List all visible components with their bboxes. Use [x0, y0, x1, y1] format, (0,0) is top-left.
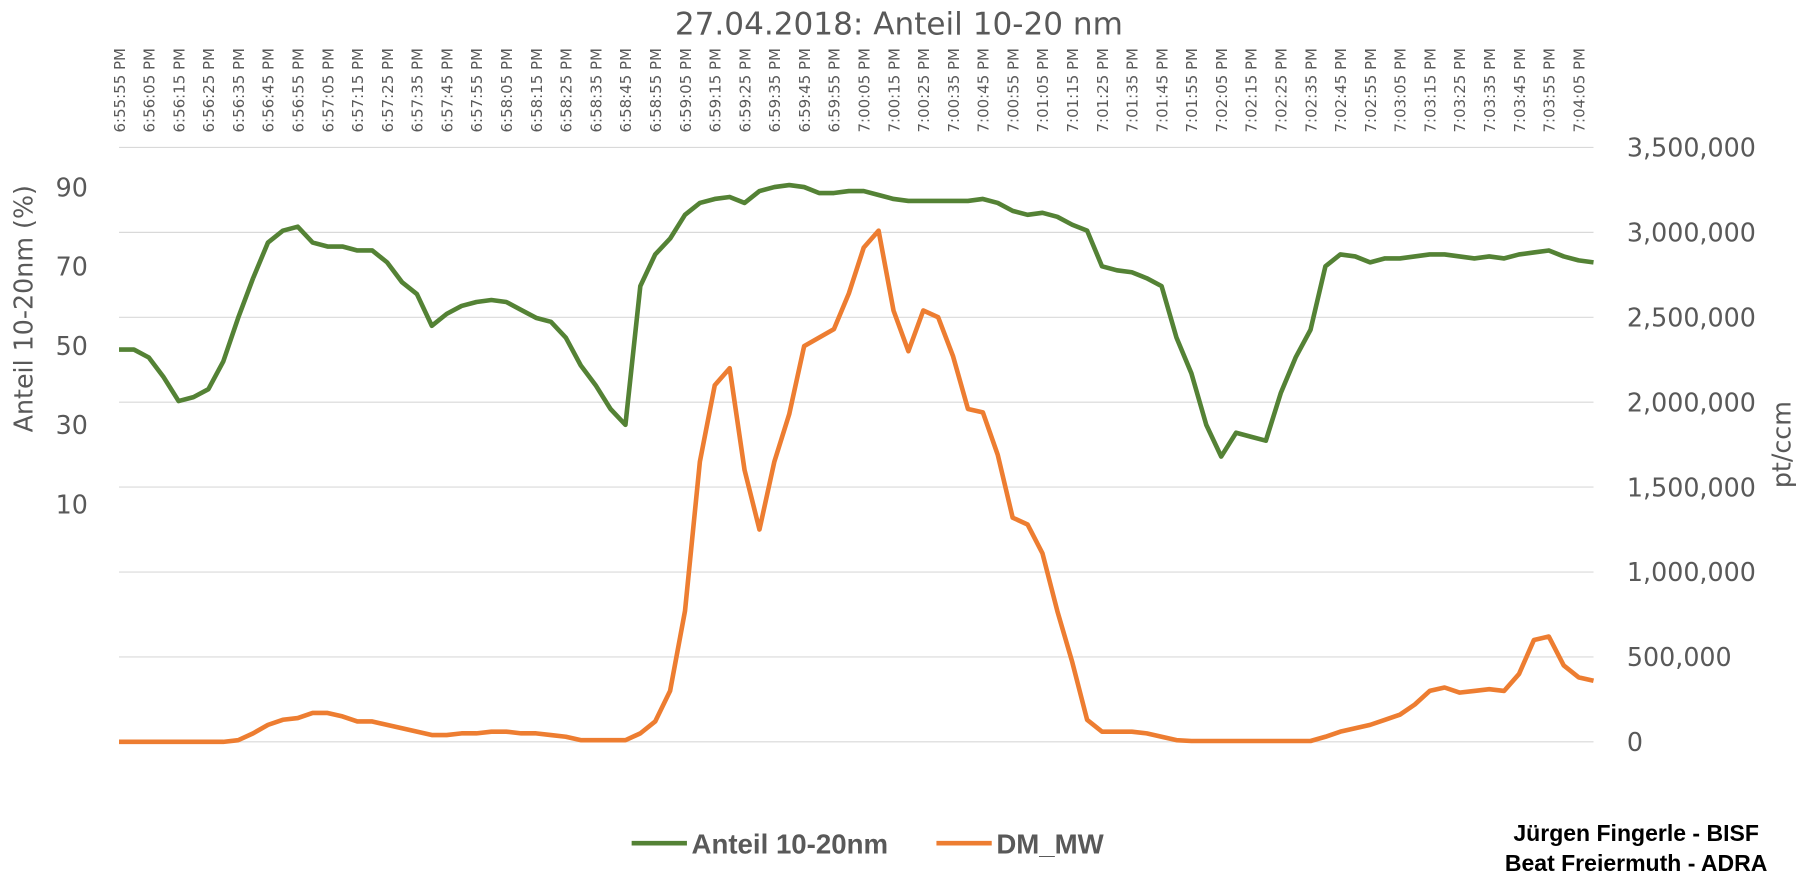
x-tick-label: 7:00:35 PM	[945, 48, 963, 132]
x-tick-label: 6:58:55 PM	[647, 48, 665, 132]
x-tick-label: 7:01:05 PM	[1034, 48, 1052, 132]
y-axis-label: Anteil 10-20nm (%)	[9, 185, 39, 432]
chart-title: 27.04.2018: Anteil 10-20 nm	[675, 7, 1123, 43]
x-tick-label: 7:00:25 PM	[915, 48, 933, 132]
x-tick-label: 6:56:15 PM	[170, 48, 188, 132]
y-tick-label: 30	[56, 410, 88, 440]
x-tick-label: 7:02:45 PM	[1332, 48, 1350, 132]
x-tick-label: 6:57:35 PM	[409, 48, 427, 132]
x-tick-label: 7:03:45 PM	[1511, 48, 1529, 132]
x-tick-label: 7:01:45 PM	[1153, 48, 1171, 132]
x-tick-label: 6:56:45 PM	[260, 48, 278, 132]
y-tick-label: 10	[56, 489, 88, 519]
x-tick-label: 7:04:05 PM	[1570, 48, 1588, 132]
x-tick-label: 7:02:05 PM	[1213, 48, 1231, 132]
x-tick-label: 6:57:15 PM	[349, 48, 367, 132]
data-line	[119, 228, 1595, 745]
x-tick-label: 6:56:55 PM	[290, 48, 308, 132]
y2-tick-label: 1,000,000	[1627, 557, 1756, 587]
x-tick-label: 6:55:55 PM	[111, 48, 129, 132]
y2-tick-label: 2,000,000	[1627, 387, 1756, 417]
x-tick-label: 6:58:35 PM	[587, 48, 605, 132]
y2-tick-label: 3,000,000	[1627, 218, 1756, 248]
x-tick-label: 7:02:25 PM	[1273, 48, 1291, 132]
x-tick-label: 6:58:15 PM	[528, 48, 546, 132]
y2-tick-label: 0	[1627, 727, 1643, 757]
legend-label: Anteil 10-20nm	[692, 829, 889, 860]
data-line	[119, 182, 1594, 459]
annotation: Jürgen Fingerle - BISF	[1513, 820, 1759, 846]
x-tick-label: 7:00:45 PM	[975, 48, 993, 132]
x-tick-label: 6:56:05 PM	[141, 48, 159, 132]
x-tick-label: 6:59:15 PM	[707, 48, 725, 132]
x-tick-label: 6:57:05 PM	[319, 48, 337, 132]
x-tick-label: 6:59:35 PM	[766, 48, 784, 132]
x-tick-label: 6:57:25 PM	[379, 48, 397, 132]
annotation: Beat Freiermuth - ADRA	[1505, 850, 1768, 876]
x-tick-label: 7:02:15 PM	[1243, 48, 1261, 132]
x-tick-label: 6:58:05 PM	[498, 48, 516, 132]
x-tick-label: 7:00:05 PM	[855, 48, 873, 132]
x-tick-label: 6:58:45 PM	[617, 48, 635, 132]
x-tick-label: 7:02:55 PM	[1362, 48, 1380, 132]
y2-tick-label: 2,500,000	[1627, 302, 1756, 332]
x-tick-label: 7:01:35 PM	[1124, 48, 1142, 132]
x-tick-label: 7:00:15 PM	[885, 48, 903, 132]
x-tick-label: 6:57:55 PM	[468, 48, 486, 132]
x-tick-label: 6:56:25 PM	[200, 48, 218, 132]
y2-axis-label: pt/ccm	[1767, 401, 1797, 488]
x-tick-label: 6:59:05 PM	[677, 48, 695, 132]
legend-label: DM_MW	[996, 829, 1104, 860]
x-tick-label: 6:59:45 PM	[796, 48, 814, 132]
y2-tick-label: 3,500,000	[1627, 133, 1756, 163]
y-tick-label: 90	[56, 172, 88, 202]
x-tick-label: 6:57:45 PM	[438, 48, 456, 132]
x-tick-label: 7:03:35 PM	[1481, 48, 1499, 132]
x-tick-label: 7:01:55 PM	[1183, 48, 1201, 132]
x-tick-label: 7:03:05 PM	[1392, 48, 1410, 132]
x-tick-label: 7:02:35 PM	[1302, 48, 1320, 132]
x-tick-label: 6:58:25 PM	[558, 48, 576, 132]
x-tick-label: 7:03:25 PM	[1451, 48, 1469, 132]
y-tick-label: 50	[56, 331, 88, 361]
x-tick-label: 7:03:55 PM	[1541, 48, 1559, 132]
x-tick-label: 7:01:25 PM	[1094, 48, 1112, 132]
x-tick-label: 7:00:55 PM	[1004, 48, 1022, 132]
x-tick-label: 7:03:15 PM	[1421, 48, 1439, 132]
x-tick-label: 7:01:15 PM	[1064, 48, 1082, 132]
x-tick-label: 6:59:25 PM	[736, 48, 754, 132]
y2-tick-label: 1,500,000	[1627, 472, 1756, 502]
y-tick-label: 70	[56, 252, 88, 282]
x-tick-label: 6:56:35 PM	[230, 48, 248, 132]
x-tick-label: 6:59:55 PM	[826, 48, 844, 132]
y2-tick-label: 500,000	[1627, 642, 1732, 672]
